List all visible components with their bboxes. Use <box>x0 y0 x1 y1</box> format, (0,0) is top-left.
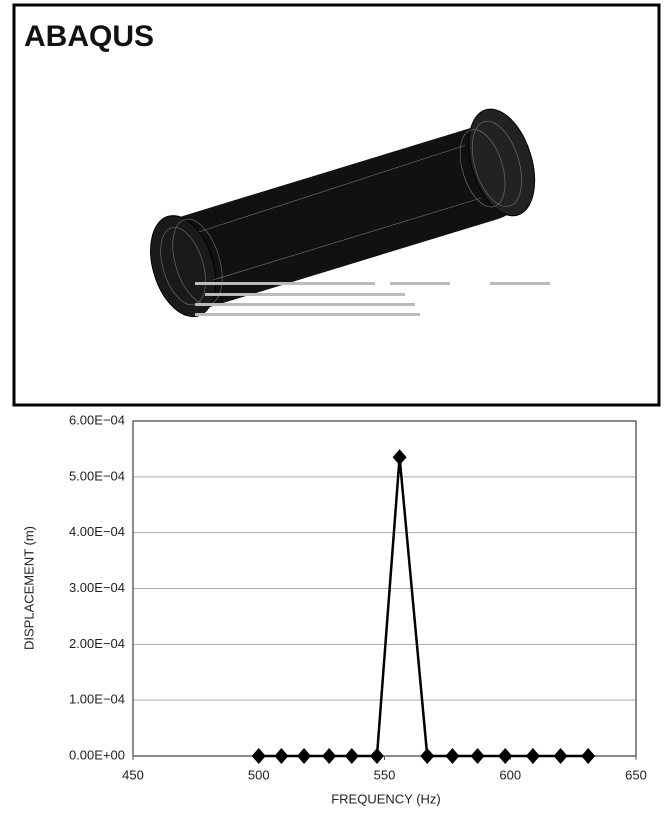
data-point <box>274 748 288 764</box>
x-tick-label: 550 <box>374 767 396 782</box>
data-point <box>526 748 540 764</box>
chart: DISPLACEMENT (m) FREQUENCY (Hz) <box>21 526 440 806</box>
x-tick-label: 500 <box>248 767 270 782</box>
data-point <box>471 748 485 764</box>
data-point <box>445 748 459 764</box>
y-tick-label: 6.00E−04 <box>69 412 125 427</box>
data-point <box>370 748 384 764</box>
x-axis-label: FREQUENCY (Hz) <box>331 791 441 806</box>
viewport-title: ABAQUS <box>24 20 154 53</box>
y-axis-label: DISPLACEMENT (m) <box>21 526 36 650</box>
y-tick-label: 3.00E−04 <box>69 580 125 595</box>
y-tick-label: 2.00E−04 <box>69 636 125 651</box>
y-tick-label: 4.00E−04 <box>69 524 125 539</box>
data-point <box>498 748 512 764</box>
x-tick-label: 650 <box>625 767 647 782</box>
x-tick-label: 450 <box>122 767 144 782</box>
y-tick-label: 5.00E−04 <box>69 468 125 483</box>
data-point <box>252 748 266 764</box>
data-point <box>297 748 311 764</box>
data-point <box>322 748 336 764</box>
data-point <box>581 748 595 764</box>
page: ABAQUS DISPLACEMENT (m) FREQUENCY (Hz) 0… <box>0 0 664 810</box>
data-line <box>259 457 588 756</box>
data-point <box>393 449 407 465</box>
data-point <box>420 748 434 764</box>
y-tick-label: 1.00E−04 <box>69 692 125 707</box>
abaqus-viewport: ABAQUS <box>14 5 659 405</box>
x-tick-label: 600 <box>499 767 521 782</box>
y-tick-label: 0.00E+00 <box>69 747 125 762</box>
data-point <box>345 748 359 764</box>
data-point <box>554 748 568 764</box>
